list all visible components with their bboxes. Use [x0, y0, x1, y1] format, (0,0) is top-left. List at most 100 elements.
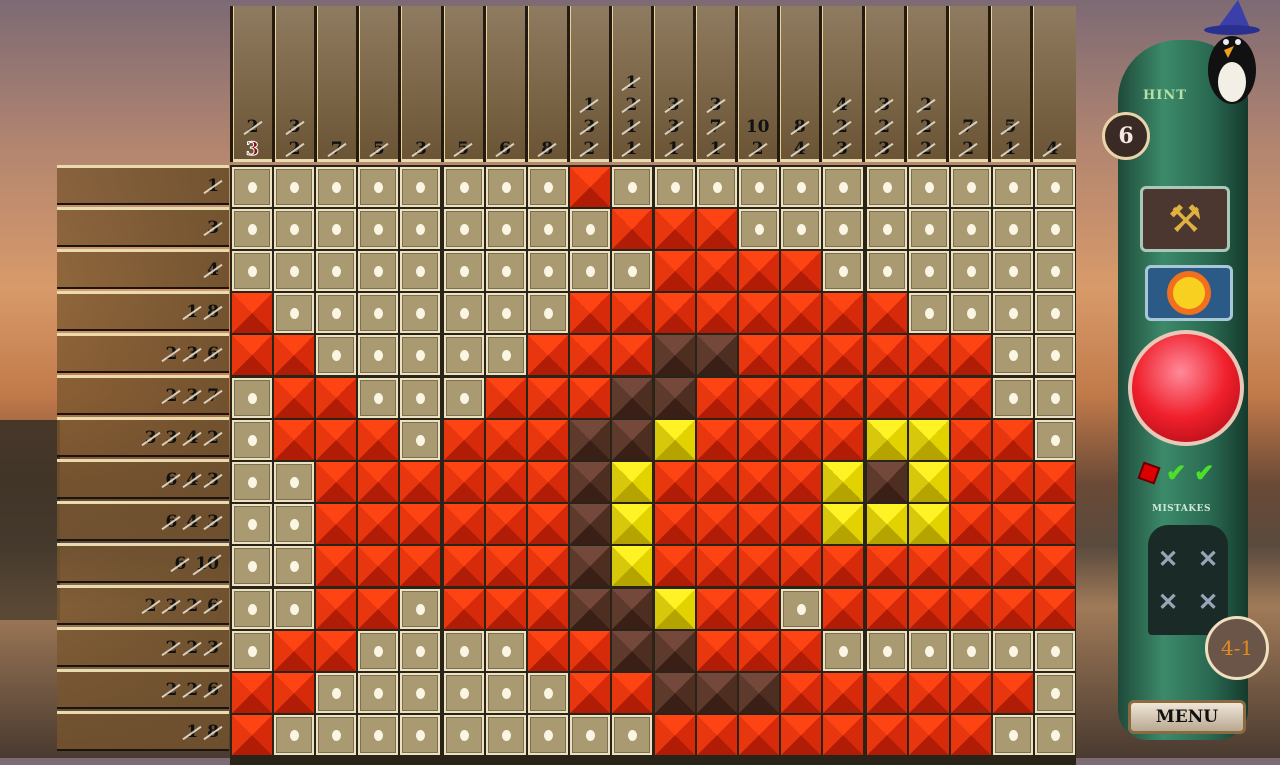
empty-cell[interactable] — [400, 378, 441, 418]
red-cell[interactable] — [992, 673, 1033, 713]
red-cell[interactable] — [232, 293, 272, 333]
empty-cell[interactable] — [358, 167, 399, 207]
empty-cell[interactable] — [739, 209, 780, 249]
yellow-cell[interactable] — [655, 589, 695, 629]
red-cell[interactable] — [739, 251, 780, 291]
red-cell[interactable] — [316, 462, 357, 502]
empty-cell[interactable] — [443, 167, 484, 207]
yellow-cell[interactable] — [655, 420, 695, 460]
red-cell[interactable] — [739, 589, 780, 629]
empty-cell[interactable] — [823, 631, 864, 671]
red-cell[interactable] — [443, 589, 484, 629]
red-cell[interactable] — [697, 589, 738, 629]
empty-cell[interactable] — [527, 167, 568, 207]
brown-cell[interactable] — [611, 589, 652, 629]
brown-cell[interactable] — [569, 462, 610, 502]
red-cell[interactable] — [485, 589, 526, 629]
red-cell[interactable] — [697, 715, 738, 755]
empty-cell[interactable] — [485, 209, 526, 249]
red-cell[interactable] — [866, 335, 907, 375]
empty-cell[interactable] — [232, 420, 272, 460]
red-cell[interactable] — [950, 589, 991, 629]
empty-cell[interactable] — [358, 715, 399, 755]
empty-cell[interactable] — [781, 167, 822, 207]
brown-cell[interactable] — [611, 378, 652, 418]
empty-cell[interactable] — [232, 589, 272, 629]
empty-cell[interactable] — [1034, 420, 1075, 460]
menu-button[interactable]: MENU — [1128, 700, 1246, 734]
red-cell[interactable] — [274, 673, 315, 713]
empty-cell[interactable] — [443, 631, 484, 671]
red-cell[interactable] — [569, 293, 610, 333]
red-cell[interactable] — [866, 378, 907, 418]
empty-cell[interactable] — [232, 631, 272, 671]
empty-cell[interactable] — [232, 209, 272, 249]
red-cell[interactable] — [992, 546, 1033, 586]
red-cell[interactable] — [527, 504, 568, 544]
empty-cell[interactable] — [400, 209, 441, 249]
empty-cell[interactable] — [611, 167, 652, 207]
red-cell[interactable] — [1034, 504, 1075, 544]
empty-cell[interactable] — [950, 631, 991, 671]
red-cell[interactable] — [655, 504, 695, 544]
sun-tool-button[interactable] — [1145, 265, 1233, 321]
empty-cell[interactable] — [1034, 293, 1075, 333]
red-cell[interactable] — [823, 335, 864, 375]
empty-cell[interactable] — [232, 167, 272, 207]
empty-cell[interactable] — [232, 504, 272, 544]
red-cell[interactable] — [527, 378, 568, 418]
red-cell[interactable] — [1034, 589, 1075, 629]
red-cell[interactable] — [655, 715, 695, 755]
yellow-cell[interactable] — [611, 546, 652, 586]
red-cell[interactable] — [823, 420, 864, 460]
empty-cell[interactable] — [527, 293, 568, 333]
empty-cell[interactable] — [1034, 673, 1075, 713]
empty-cell[interactable] — [1034, 378, 1075, 418]
brown-cell[interactable] — [569, 420, 610, 460]
empty-cell[interactable] — [274, 209, 315, 249]
red-cell[interactable] — [358, 462, 399, 502]
red-cell[interactable] — [655, 251, 695, 291]
red-cell[interactable] — [316, 378, 357, 418]
yellow-cell[interactable] — [611, 462, 652, 502]
empty-cell[interactable] — [485, 631, 526, 671]
empty-cell[interactable] — [316, 673, 357, 713]
red-cell[interactable] — [823, 589, 864, 629]
brown-cell[interactable] — [655, 631, 695, 671]
empty-cell[interactable] — [569, 251, 610, 291]
red-cell[interactable] — [823, 546, 864, 586]
red-cell[interactable] — [739, 378, 780, 418]
red-cell[interactable] — [569, 335, 610, 375]
red-cell[interactable] — [739, 335, 780, 375]
yellow-cell[interactable] — [908, 462, 949, 502]
red-cell[interactable] — [781, 335, 822, 375]
red-cell[interactable] — [400, 546, 441, 586]
empty-cell[interactable] — [232, 462, 272, 502]
red-cell[interactable] — [992, 462, 1033, 502]
brown-cell[interactable] — [569, 546, 610, 586]
red-cell[interactable] — [866, 673, 907, 713]
red-cell[interactable] — [485, 462, 526, 502]
empty-cell[interactable] — [358, 631, 399, 671]
empty-cell[interactable] — [316, 293, 357, 333]
red-cell[interactable] — [527, 631, 568, 671]
empty-cell[interactable] — [611, 251, 652, 291]
red-cell[interactable] — [443, 504, 484, 544]
empty-cell[interactable] — [992, 631, 1033, 671]
yellow-cell[interactable] — [908, 504, 949, 544]
red-cell[interactable] — [443, 462, 484, 502]
red-cell[interactable] — [781, 546, 822, 586]
red-cell[interactable] — [1034, 462, 1075, 502]
empty-cell[interactable] — [655, 167, 695, 207]
empty-cell[interactable] — [358, 293, 399, 333]
red-cell[interactable] — [950, 462, 991, 502]
red-cell[interactable] — [316, 546, 357, 586]
red-cell[interactable] — [1034, 546, 1075, 586]
empty-cell[interactable] — [232, 378, 272, 418]
red-cell[interactable] — [697, 378, 738, 418]
red-cell[interactable] — [697, 462, 738, 502]
brown-cell[interactable] — [569, 589, 610, 629]
empty-cell[interactable] — [485, 715, 526, 755]
red-cell[interactable] — [739, 462, 780, 502]
red-cell[interactable] — [866, 293, 907, 333]
